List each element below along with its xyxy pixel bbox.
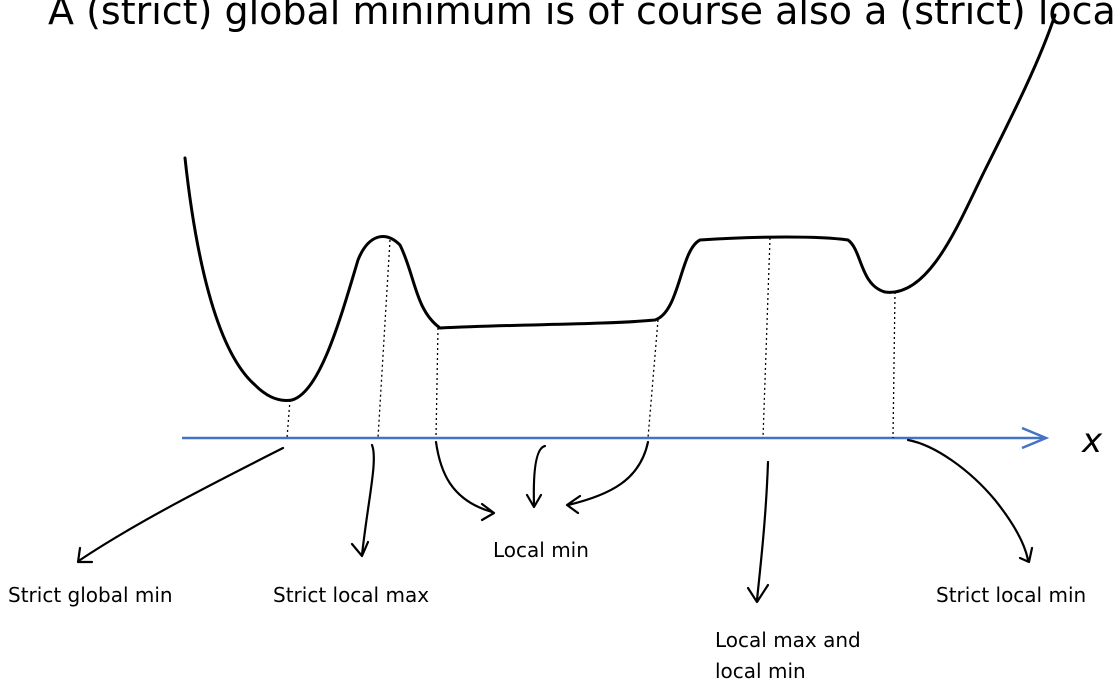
- label: Local min: [493, 538, 589, 562]
- arrow: [565, 440, 650, 515]
- label: Strict local min: [936, 583, 1086, 607]
- projections: [286, 237, 896, 439]
- projection: [377, 239, 391, 439]
- arrow: [746, 460, 770, 604]
- projection: [892, 291, 896, 439]
- projection: [435, 327, 439, 439]
- title: A (strict) global minimum is of course a…: [48, 0, 1114, 33]
- arrows: [76, 438, 1034, 604]
- projection: [647, 319, 659, 439]
- label: Strict local max: [273, 583, 429, 607]
- arrow: [434, 440, 496, 522]
- axis-arrowhead: [1021, 426, 1050, 450]
- function-curve: [183, 13, 1057, 402]
- arrow: [525, 444, 547, 509]
- arrow: [76, 446, 285, 564]
- projection: [286, 399, 291, 439]
- projection: [762, 237, 771, 439]
- axis-label: x: [1081, 421, 1103, 461]
- label: Strict global min: [8, 583, 173, 607]
- arrow: [350, 443, 375, 558]
- label: local min: [715, 659, 806, 683]
- label: Local max and: [715, 628, 861, 652]
- arrow: [906, 438, 1034, 564]
